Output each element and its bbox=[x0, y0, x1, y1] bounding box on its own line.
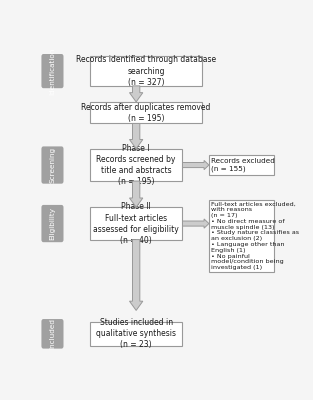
FancyBboxPatch shape bbox=[90, 322, 182, 346]
Polygon shape bbox=[130, 240, 143, 310]
FancyBboxPatch shape bbox=[90, 102, 202, 124]
Text: Records excluded
(n = 155): Records excluded (n = 155) bbox=[211, 158, 275, 172]
FancyBboxPatch shape bbox=[209, 155, 275, 175]
Text: Screening: Screening bbox=[49, 147, 55, 183]
FancyBboxPatch shape bbox=[41, 54, 64, 88]
FancyBboxPatch shape bbox=[209, 200, 275, 272]
Polygon shape bbox=[130, 124, 143, 149]
FancyBboxPatch shape bbox=[90, 207, 182, 240]
Polygon shape bbox=[130, 86, 143, 102]
Text: Studies included in
qualitative synthesis
(n = 23): Studies included in qualitative synthesi… bbox=[96, 318, 176, 350]
Text: Full-text articles excluded,
with reasons
(n = 17)
• No direct measure of
muscle: Full-text articles excluded, with reason… bbox=[211, 202, 300, 270]
Text: Eligibility: Eligibility bbox=[49, 207, 55, 240]
Text: Identification: Identification bbox=[49, 48, 55, 95]
Text: Records identified through database
searching
(n = 327): Records identified through database sear… bbox=[76, 56, 216, 87]
FancyBboxPatch shape bbox=[90, 149, 182, 181]
Text: Phase I
Records screened by
title and abstracts
(n = 195): Phase I Records screened by title and ab… bbox=[96, 144, 176, 186]
Polygon shape bbox=[182, 219, 209, 228]
Text: Records after duplicates removed
(n = 195): Records after duplicates removed (n = 19… bbox=[81, 103, 211, 123]
Text: Phase II
Full-text articles
assessed for eligibility
(n = 40): Phase II Full-text articles assessed for… bbox=[93, 202, 179, 245]
FancyBboxPatch shape bbox=[41, 146, 64, 184]
FancyBboxPatch shape bbox=[41, 319, 64, 349]
FancyBboxPatch shape bbox=[90, 56, 202, 86]
Text: Included: Included bbox=[49, 318, 55, 349]
Polygon shape bbox=[182, 160, 209, 170]
FancyBboxPatch shape bbox=[41, 205, 64, 242]
Polygon shape bbox=[130, 181, 143, 207]
